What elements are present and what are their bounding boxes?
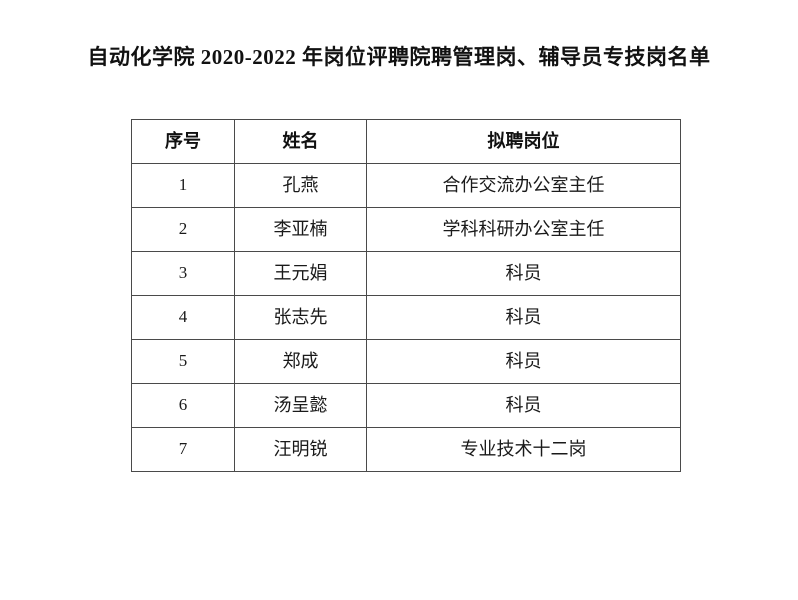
page-title: 自动化学院 2020-2022 年岗位评聘院聘管理岗、辅导员专技岗名单 xyxy=(87,45,711,69)
row-number-cell: 4 xyxy=(131,295,235,340)
table-body: 1 孔燕 合作交流办公室主任 2 李亚楠 学科科研办公室主任 3 王元娟 科员 … xyxy=(131,163,681,472)
position-cell: 专业技术十二岗 xyxy=(366,427,681,472)
name-cell: 王元娟 xyxy=(234,251,367,296)
header-cell-number: 序号 xyxy=(131,119,235,164)
name-cell: 张志先 xyxy=(234,295,367,340)
table-row: 3 王元娟 科员 xyxy=(131,251,681,296)
position-cell: 合作交流办公室主任 xyxy=(366,163,681,208)
row-number-cell: 2 xyxy=(131,207,235,252)
name-cell: 郑成 xyxy=(234,339,367,384)
position-cell: 科员 xyxy=(366,295,681,340)
position-cell: 科员 xyxy=(366,339,681,384)
name-cell: 汤呈懿 xyxy=(234,383,367,428)
table-header: 序号 姓名 拟聘岗位 xyxy=(131,119,681,164)
table-row: 4 张志先 科员 xyxy=(131,295,681,340)
row-number-cell: 6 xyxy=(131,383,235,428)
name-cell: 汪明锐 xyxy=(234,427,367,472)
header-cell-position: 拟聘岗位 xyxy=(366,119,681,164)
table-row: 7 汪明锐 专业技术十二岗 xyxy=(131,427,681,472)
row-number-cell: 3 xyxy=(131,251,235,296)
roster-table: 序号 姓名 拟聘岗位 1 孔燕 合作交流办公室主任 2 李亚楠 学科科研办公室主… xyxy=(131,119,681,472)
header-row: 序号 姓名 拟聘岗位 xyxy=(131,119,681,164)
position-cell: 学科科研办公室主任 xyxy=(366,207,681,252)
row-number-cell: 1 xyxy=(131,163,235,208)
position-cell: 科员 xyxy=(366,251,681,296)
name-cell: 李亚楠 xyxy=(234,207,367,252)
name-cell: 孔燕 xyxy=(234,163,367,208)
row-number-cell: 5 xyxy=(131,339,235,384)
header-cell-name: 姓名 xyxy=(234,119,367,164)
table-row: 2 李亚楠 学科科研办公室主任 xyxy=(131,207,681,252)
position-cell: 科员 xyxy=(366,383,681,428)
table-row: 1 孔燕 合作交流办公室主任 xyxy=(131,163,681,208)
table-row: 6 汤呈懿 科员 xyxy=(131,383,681,428)
table-row: 5 郑成 科员 xyxy=(131,339,681,384)
row-number-cell: 7 xyxy=(131,427,235,472)
